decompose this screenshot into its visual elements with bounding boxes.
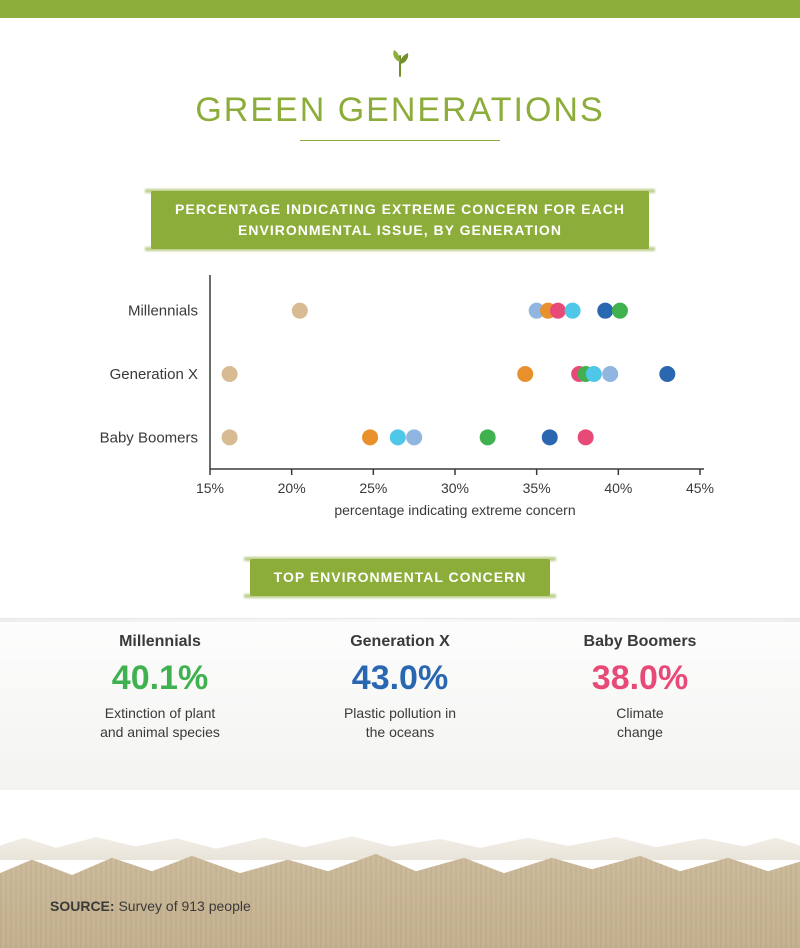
concern-label: Climatechange [532, 704, 748, 742]
concern-percentage: 38.0% [532, 659, 748, 698]
concern-label: Plastic pollution inthe oceans [292, 704, 508, 742]
top-concern-panel: Millennials 40.1% Extinction of plantand… [0, 618, 800, 790]
svg-text:percentage indicating extreme: percentage indicating extreme concern [334, 502, 575, 518]
concern-col-millennials: Millennials 40.1% Extinction of plantand… [52, 633, 268, 742]
dot-plot-chart: 15% 20% 25% 30% 35% 40% 45% percentage indicati… [80, 269, 720, 529]
svg-text:20%: 20% [278, 480, 306, 496]
concern-col-genx: Generation X 43.0% Plastic pollution int… [292, 633, 508, 742]
svg-text:25%: 25% [359, 480, 387, 496]
svg-text:45%: 45% [686, 480, 714, 496]
svg-text:35%: 35% [523, 480, 551, 496]
concern-generation: Baby Boomers [532, 633, 748, 651]
title-underline [300, 140, 500, 141]
source-text: Survey of 913 people [115, 898, 251, 914]
header: GREEN GENERATIONS [0, 18, 800, 151]
chart-subtitle-wrap: PERCENTAGE INDICATING EXTREME CONCERN FO… [0, 191, 800, 249]
top-concern-title: TOP ENVIRONMENTAL CONCERN [250, 559, 551, 596]
concern-percentage: 40.1% [52, 659, 268, 698]
svg-text:30%: 30% [441, 480, 469, 496]
concern-generation: Generation X [292, 633, 508, 651]
chart-svg: 15% 20% 25% 30% 35% 40% 45% percentage indicati… [80, 269, 720, 529]
footer: SOURCE: Survey of 913 people [0, 828, 800, 948]
concern-col-boomers: Baby Boomers 38.0% Climatechange [532, 633, 748, 742]
concern-generation: Millennials [52, 633, 268, 651]
page-title: GREEN GENERATIONS [0, 91, 800, 130]
svg-text:40%: 40% [604, 480, 632, 496]
top-accent-bar [0, 0, 800, 18]
svg-text:15%: 15% [196, 480, 224, 496]
concern-label: Extinction of plantand animal species [52, 704, 268, 742]
torn-paper-strip [0, 828, 800, 860]
svg-text:Generation X: Generation X [110, 366, 198, 383]
chart-subtitle: PERCENTAGE INDICATING EXTREME CONCERN FO… [151, 191, 649, 249]
source-prefix: SOURCE: [50, 898, 115, 914]
leaf-icon [386, 48, 414, 83]
svg-text:Millennials: Millennials [128, 303, 198, 320]
svg-text:Baby Boomers: Baby Boomers [100, 429, 198, 446]
concern-percentage: 43.0% [292, 659, 508, 698]
source-citation: SOURCE: Survey of 913 people [50, 898, 251, 914]
top-concern-title-wrap: TOP ENVIRONMENTAL CONCERN [0, 559, 800, 596]
